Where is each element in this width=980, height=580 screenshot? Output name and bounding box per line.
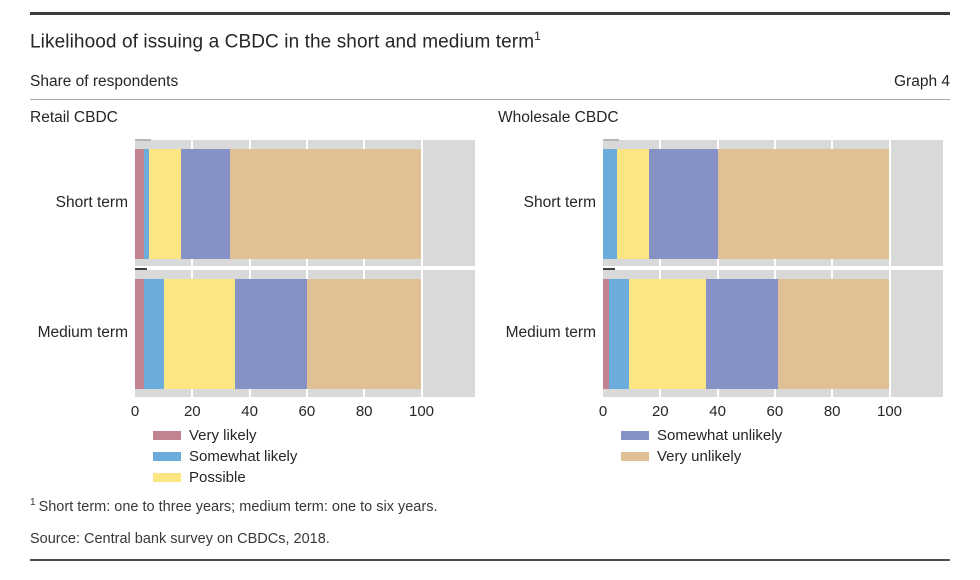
- bar-segment-somewhat_unlikely: [706, 279, 778, 389]
- x-axis-tick-label: 80: [823, 403, 841, 420]
- legend-label: Somewhat unlikely: [657, 427, 783, 444]
- legend: Somewhat unlikely Very unlikely: [621, 428, 782, 470]
- panel-wholesale-cbdc: Wholesale CBDC 0 20 40 60 80 100 Somewhat unl…: [468, 105, 958, 490]
- x-axis-tick-label: 100: [876, 403, 903, 420]
- bar-segment-possible: [149, 149, 181, 259]
- bar-segment-very_unlikely: [717, 149, 890, 259]
- legend-swatch-very_unlikely: [621, 452, 649, 461]
- bar-segment-very_unlikely: [229, 149, 422, 259]
- legend-swatch-somewhat_likely: [153, 452, 181, 461]
- gridline: [716, 140, 719, 397]
- category-label: Medium term: [505, 324, 596, 341]
- gridline: [773, 140, 776, 397]
- bar-segment-very_likely: [135, 279, 144, 389]
- gridline: [191, 140, 194, 397]
- header-divider-rule: [30, 99, 950, 100]
- x-axis-tick-label: 100: [408, 403, 435, 420]
- x-axis-tick-label: 20: [651, 403, 669, 420]
- x-axis-tick-label: 80: [355, 403, 373, 420]
- footnote: 1 Short term: one to three years; medium …: [30, 497, 437, 515]
- plot-area: 0 20 40 60 80 100: [599, 139, 943, 420]
- legend-swatch-possible: [153, 473, 181, 482]
- category-label: Short term: [523, 194, 596, 211]
- category-label: Short term: [55, 194, 128, 211]
- category-tick-dash: [603, 139, 619, 141]
- legend-swatch-very_likely: [153, 431, 181, 440]
- bar-segment-possible: [617, 149, 649, 259]
- category-tick-dash: [135, 139, 151, 141]
- gridline: [420, 140, 423, 397]
- legend-label: Very likely: [189, 427, 257, 444]
- category-tick-dash: [603, 268, 615, 270]
- panel-title: Retail CBDC: [30, 109, 118, 126]
- gridline: [831, 140, 834, 397]
- bottom-rule: [30, 559, 950, 561]
- panel-retail-cbdc: Retail CBDC 0 20 40 60 80 100 Very likely Some…: [0, 105, 490, 490]
- legend-swatch-somewhat_unlikely: [621, 431, 649, 440]
- legend-item: Very unlikely: [621, 449, 782, 464]
- bar-segment-possible: [163, 279, 236, 389]
- gridline: [305, 140, 308, 397]
- gridline: [888, 140, 891, 397]
- bar-segment-somewhat_unlikely: [235, 279, 307, 389]
- legend-item: Somewhat unlikely: [621, 428, 782, 443]
- chart-subtitle: Share of respondents: [30, 73, 179, 90]
- legend-label: Possible: [189, 469, 246, 486]
- bar-segment-very_likely: [135, 149, 144, 259]
- x-axis-tick-label: 0: [130, 403, 140, 420]
- bar-segment-somewhat_likely: [143, 279, 164, 389]
- bar-segment-somewhat_unlikely: [648, 149, 718, 259]
- legend-item: Very likely: [153, 428, 297, 443]
- bar-segment-possible: [628, 279, 707, 389]
- bar-segment-very_likely: [603, 279, 609, 389]
- bar-segment-somewhat_likely: [608, 279, 629, 389]
- bar-segment-somewhat_unlikely: [180, 149, 230, 259]
- gridline: [363, 140, 366, 397]
- title-footnote-marker: 1: [534, 29, 541, 43]
- bar-segment-somewhat_likely: [143, 149, 150, 259]
- graph-number-label: Graph 4: [893, 73, 950, 90]
- source-line: Source: Central bank survey on CBDCs, 20…: [30, 531, 330, 547]
- legend: Very likely Somewhat likely Possible: [153, 428, 297, 491]
- panel-title: Wholesale CBDC: [498, 109, 619, 126]
- category-tick-dash: [135, 268, 147, 270]
- x-axis-tick-label: 40: [709, 403, 726, 420]
- legend-item: Somewhat likely: [153, 449, 297, 464]
- x-axis-tick-label: 60: [766, 403, 784, 420]
- bar-segment-very_unlikely: [777, 279, 890, 389]
- category-label: Medium term: [37, 324, 128, 341]
- x-axis-tick-label: 0: [598, 403, 608, 420]
- top-rule: [30, 12, 950, 15]
- plot-area: 0 20 40 60 80 100: [131, 139, 475, 420]
- x-axis-tick-label: 20: [183, 403, 201, 420]
- legend-item: Possible: [153, 470, 297, 485]
- legend-label: Somewhat likely: [189, 448, 298, 465]
- x-axis-tick-label: 60: [298, 403, 316, 420]
- chart-title-text: Likelihood of issuing a CBDC in the shor…: [30, 31, 535, 53]
- gridline: [248, 140, 251, 397]
- footnote-text: Short term: one to three years; medium t…: [38, 498, 438, 515]
- legend-label: Very unlikely: [657, 448, 742, 465]
- gridline: [659, 140, 662, 397]
- chart-title: Likelihood of issuing a CBDC in the shor…: [30, 29, 541, 53]
- x-axis-tick-label: 40: [241, 403, 258, 420]
- footnote-marker: 1: [30, 497, 36, 508]
- bar-segment-very_unlikely: [306, 279, 422, 389]
- bar-segment-somewhat_likely: [603, 149, 618, 259]
